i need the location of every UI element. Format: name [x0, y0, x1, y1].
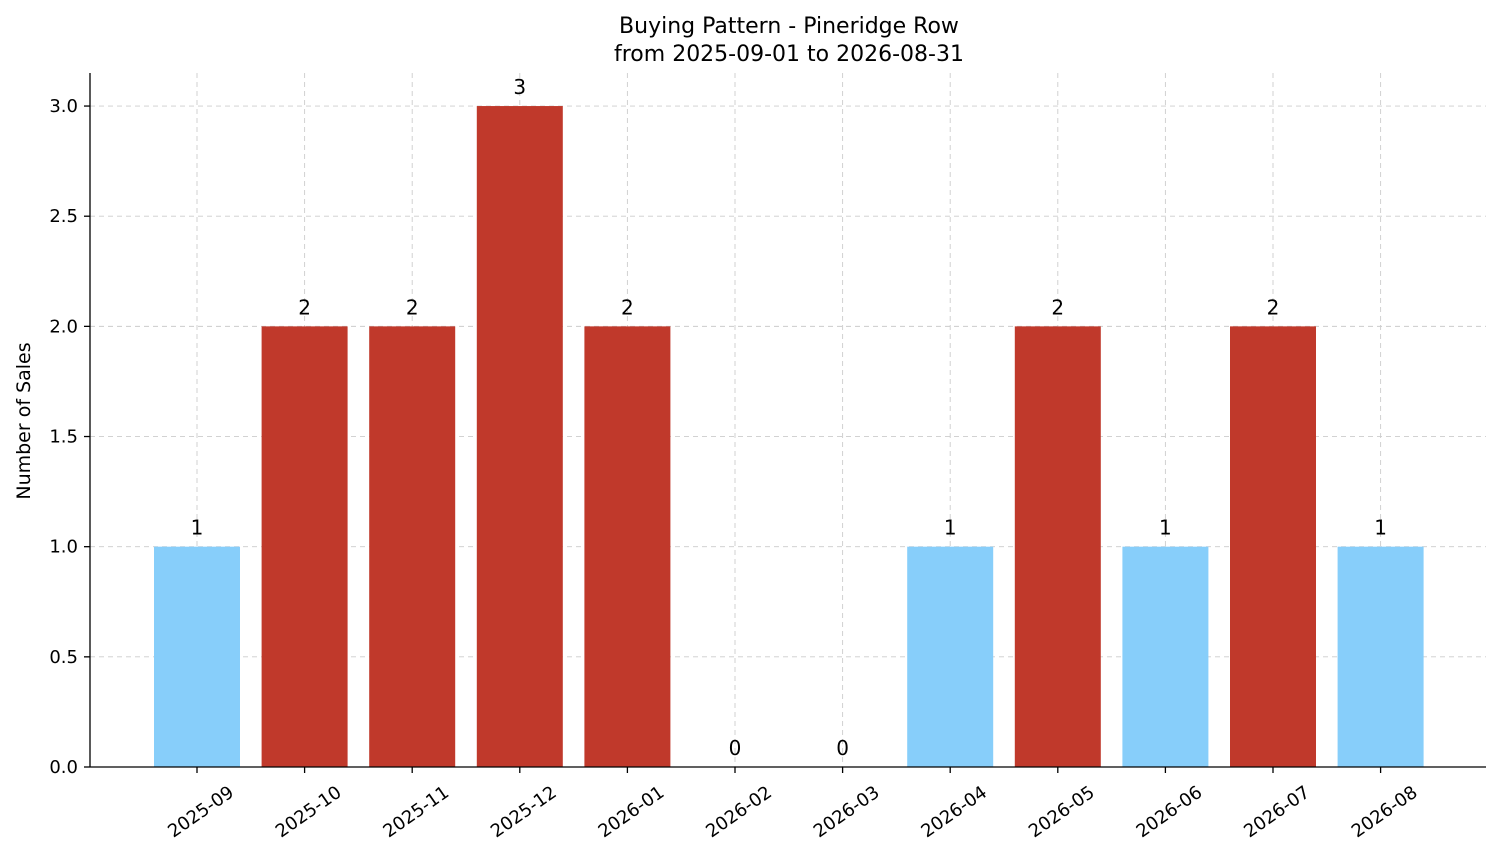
bar-2025-10 — [261, 326, 348, 767]
chart-title: Buying Pattern - Pineridge Row — [619, 14, 959, 39]
bar-2026-04 — [907, 546, 994, 767]
y-axis-label: Number of Sales — [13, 342, 35, 499]
y-tick-label: 2.0 — [49, 316, 78, 337]
x-tick-label-2026-02: 2026-02 — [702, 782, 776, 842]
y-tick-label: 1.5 — [49, 427, 78, 448]
x-tick-label-2025-11: 2025-11 — [379, 782, 453, 842]
data-label-2026-07: 2 — [1267, 295, 1280, 319]
data-label-2025-12: 3 — [513, 75, 526, 99]
x-tick-label-2025-09: 2025-09 — [164, 782, 238, 842]
x-tick-label-2025-10: 2025-10 — [272, 782, 346, 842]
bar-2025-11 — [369, 326, 456, 767]
bar-2025-12 — [476, 106, 563, 768]
chart-subtitle: from 2025-09-01 to 2026-08-31 — [614, 42, 964, 67]
bar-2026-06 — [1122, 546, 1209, 767]
data-label-2026-01: 2 — [621, 295, 634, 319]
data-label-2026-04: 1 — [944, 516, 957, 540]
bar-2026-07 — [1230, 326, 1316, 767]
axes-layer — [84, 73, 1486, 773]
bar-2026-01 — [584, 326, 671, 767]
data-label-2026-02: 0 — [729, 736, 742, 760]
y-tick-label: 0.0 — [49, 757, 78, 778]
y-tick-label: 2.5 — [49, 206, 78, 227]
y-tick-label: 3.0 — [49, 96, 78, 117]
data-label-2026-05: 2 — [1051, 295, 1064, 319]
data-label-2026-06: 1 — [1159, 516, 1172, 540]
x-tick-label-2026-04: 2026-04 — [917, 782, 991, 842]
bar-2025-09 — [154, 546, 240, 767]
x-tick-label-2026-03: 2026-03 — [810, 782, 884, 842]
bars-layer — [154, 106, 1424, 768]
bar-2026-08 — [1337, 546, 1424, 767]
data-label-2025-09: 1 — [191, 516, 204, 540]
x-tick-label-2026-07: 2026-07 — [1240, 782, 1314, 842]
data-label-2025-11: 2 — [406, 295, 419, 319]
x-tick-label-2026-01: 2026-01 — [595, 782, 669, 842]
bar-2026-05 — [1014, 326, 1101, 767]
data-label-2026-03: 0 — [836, 736, 849, 760]
x-tick-label-2026-06: 2026-06 — [1133, 782, 1207, 842]
data-label-2025-10: 2 — [298, 295, 311, 319]
y-tick-label: 1.0 — [49, 537, 78, 558]
data-label-2026-08: 1 — [1374, 516, 1387, 540]
x-tick-label-2026-08: 2026-08 — [1348, 782, 1422, 842]
x-tick-label-2026-05: 2026-05 — [1025, 782, 1099, 842]
x-tick-label-2025-12: 2025-12 — [487, 782, 561, 842]
y-tick-label: 0.5 — [49, 647, 78, 668]
